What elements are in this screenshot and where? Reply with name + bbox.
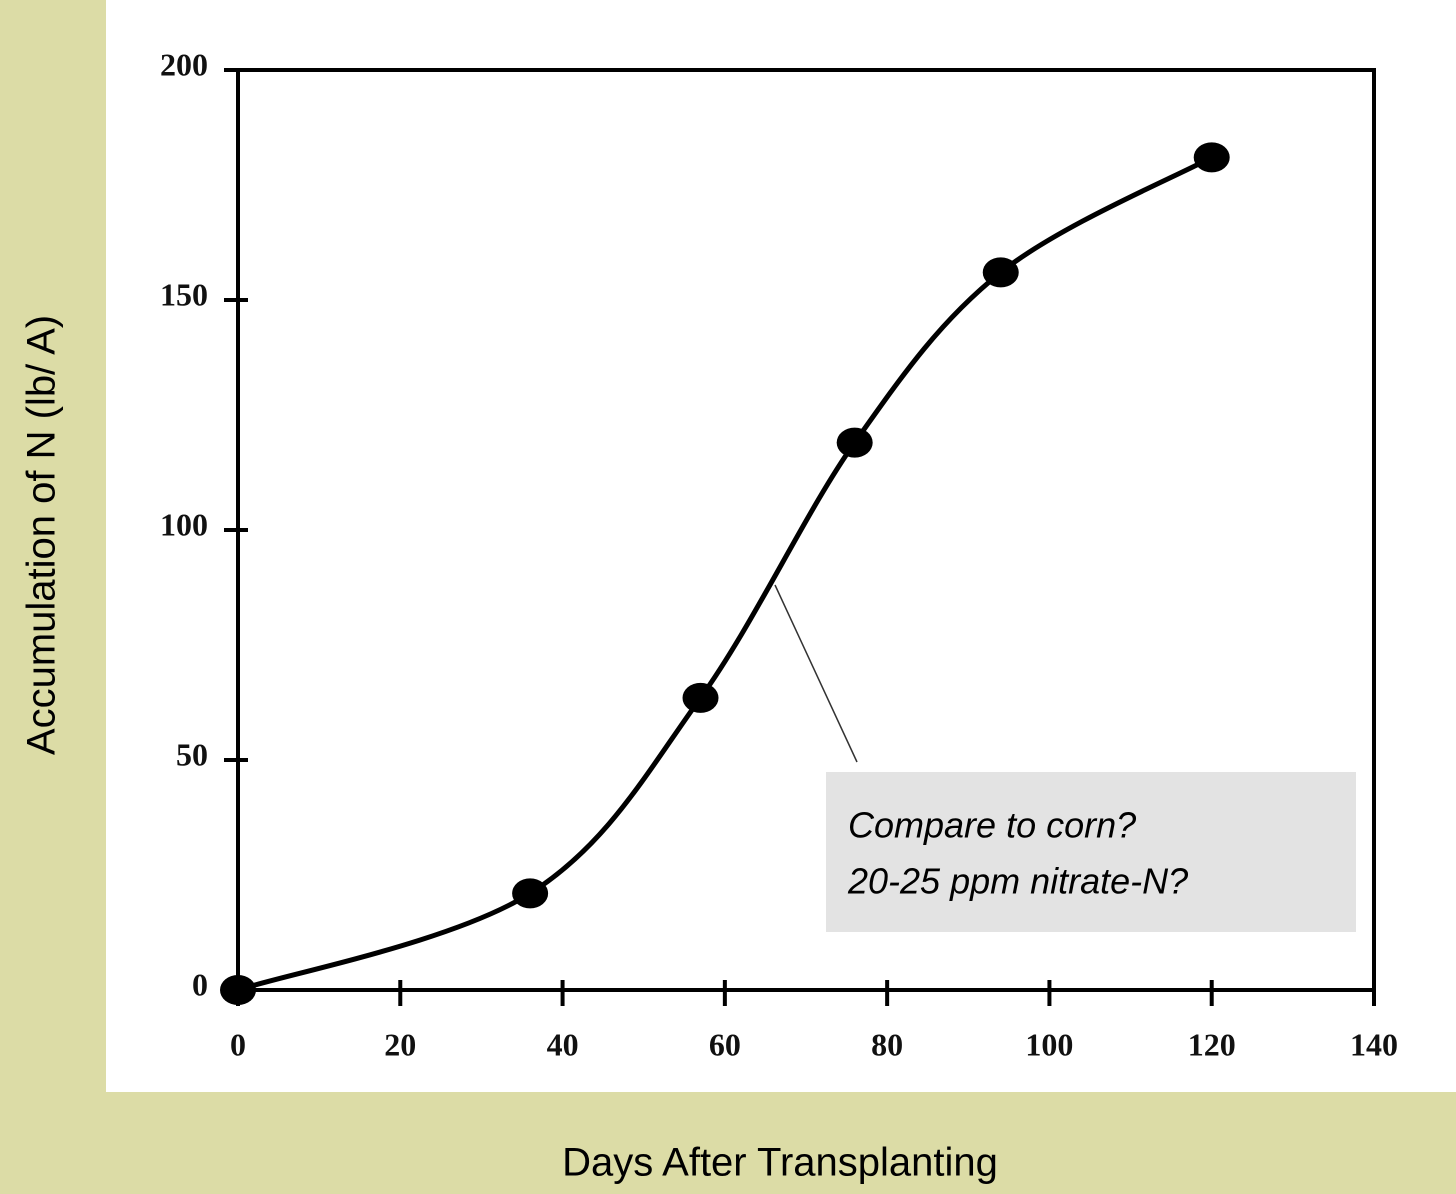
y-tick-label: 0: [192, 966, 208, 1002]
y-tick-label: 50: [176, 736, 208, 772]
data-point: [682, 682, 719, 713]
data-point: [220, 975, 256, 1005]
data-point: [982, 257, 1019, 288]
data-point: [1193, 142, 1230, 173]
annotation-line: 20-25 ppm nitrate-N?: [847, 861, 1188, 902]
x-tick-label: 100: [1025, 1026, 1073, 1062]
data-point: [512, 878, 549, 909]
annotation-line: Compare to corn?: [848, 805, 1136, 846]
annotation-box: [826, 772, 1356, 932]
annotation-leader: [774, 584, 858, 763]
y-axis-title: Accumulation of N (lb/ A): [20, 315, 64, 755]
x-tick-label: 60: [709, 1026, 741, 1062]
data-line: [237, 155, 1213, 993]
x-tick-label: 20: [384, 1026, 416, 1062]
y-tick-label: 150: [160, 276, 208, 312]
data-point: [836, 427, 873, 458]
x-tick-label: 120: [1188, 1026, 1236, 1062]
x-tick-label: 40: [547, 1026, 579, 1062]
x-tick-label: 0: [230, 1026, 246, 1062]
x-tick-label: 140: [1350, 1026, 1398, 1062]
y-tick-label: 200: [160, 46, 208, 82]
x-axis-title: Days After Transplanting: [562, 1141, 998, 1185]
y-tick-label: 100: [160, 506, 208, 542]
x-tick-label: 80: [871, 1026, 903, 1062]
